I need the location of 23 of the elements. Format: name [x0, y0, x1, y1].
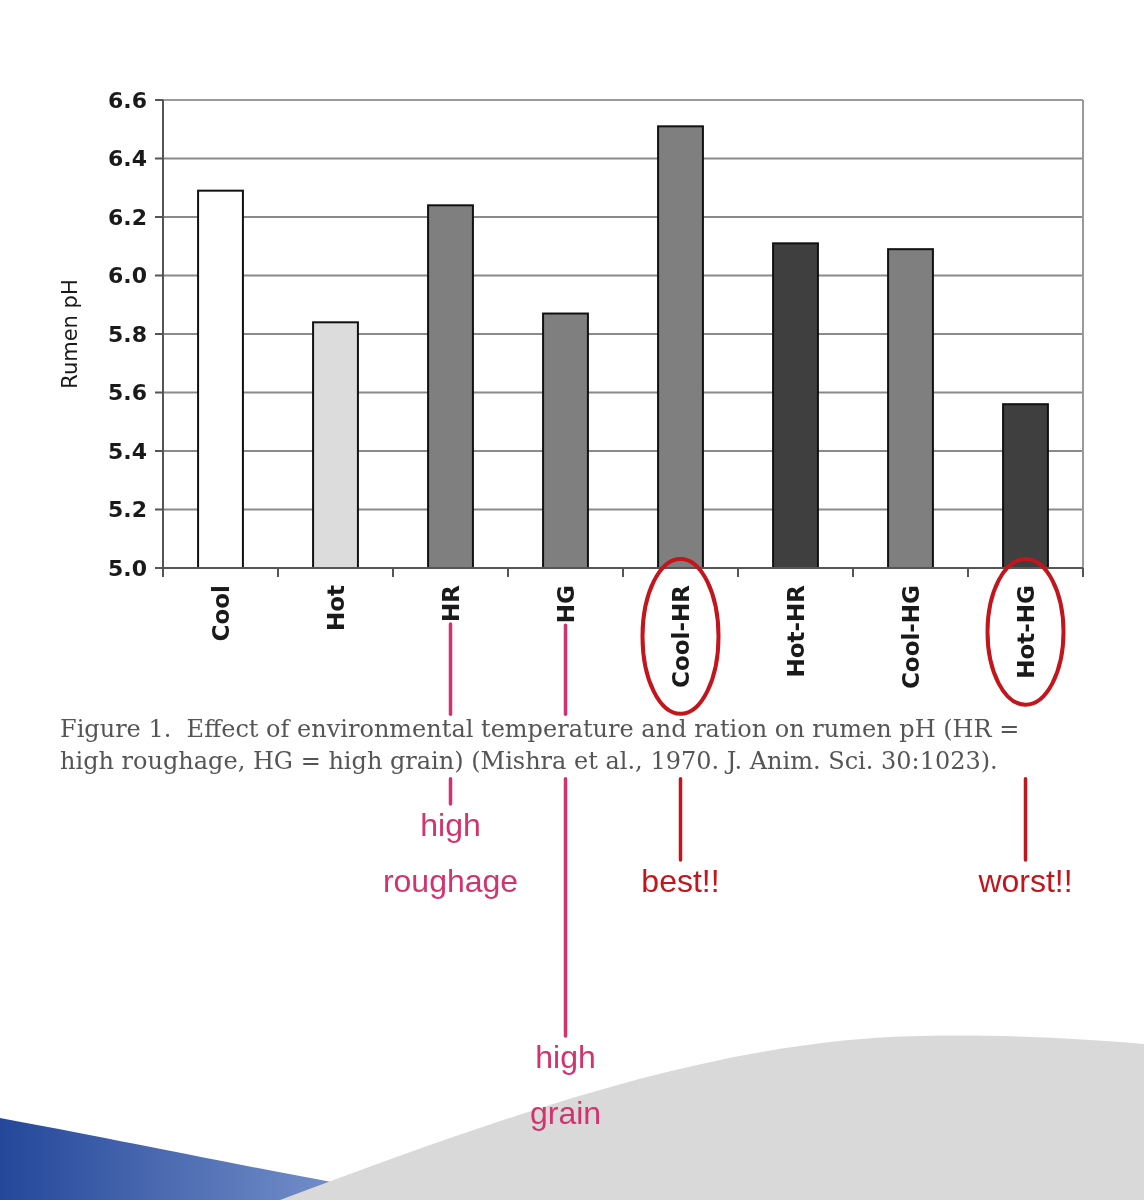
x-tick-label: Cool-HR [667, 584, 694, 688]
annotation: high grain [529, 1039, 602, 1132]
y-tick-label: 6.4 [108, 146, 147, 172]
x-tick-label: Hot [322, 585, 349, 632]
y-tick-label: 5.2 [108, 497, 147, 523]
x-tick-label: Hot-HG [1012, 585, 1039, 679]
x-tick-label: Cool-HG [897, 585, 924, 690]
annotation: high roughage [382, 807, 519, 900]
y-tick-label: 5.6 [108, 380, 147, 406]
annotation: worst!! [977, 863, 1073, 900]
x-tick-label: HG [552, 585, 579, 624]
y-tick-label: 6.2 [108, 204, 147, 230]
y-tick-label: 5.4 [108, 438, 147, 464]
y-tick-label: 6.0 [108, 263, 147, 289]
annotation: best!! [641, 863, 720, 900]
y-tick-label: 6.6 [108, 87, 147, 113]
x-tick-label: Cool [207, 585, 234, 642]
y-tick-label: 5.8 [108, 321, 147, 347]
x-tick-label: HR [437, 584, 464, 622]
y-axis-title: Rumen pH [58, 279, 82, 389]
y-tick-label: 5.0 [108, 555, 147, 581]
x-tick-label: Hot-HR [782, 584, 809, 678]
caption: Figure 1. Effect of environmental temperature and ration on rumen pH (HR = high roughage, HG = high grain) (Mishra et al., 1970. J. Anim. Sci. 30:1023). [60, 715, 1020, 776]
